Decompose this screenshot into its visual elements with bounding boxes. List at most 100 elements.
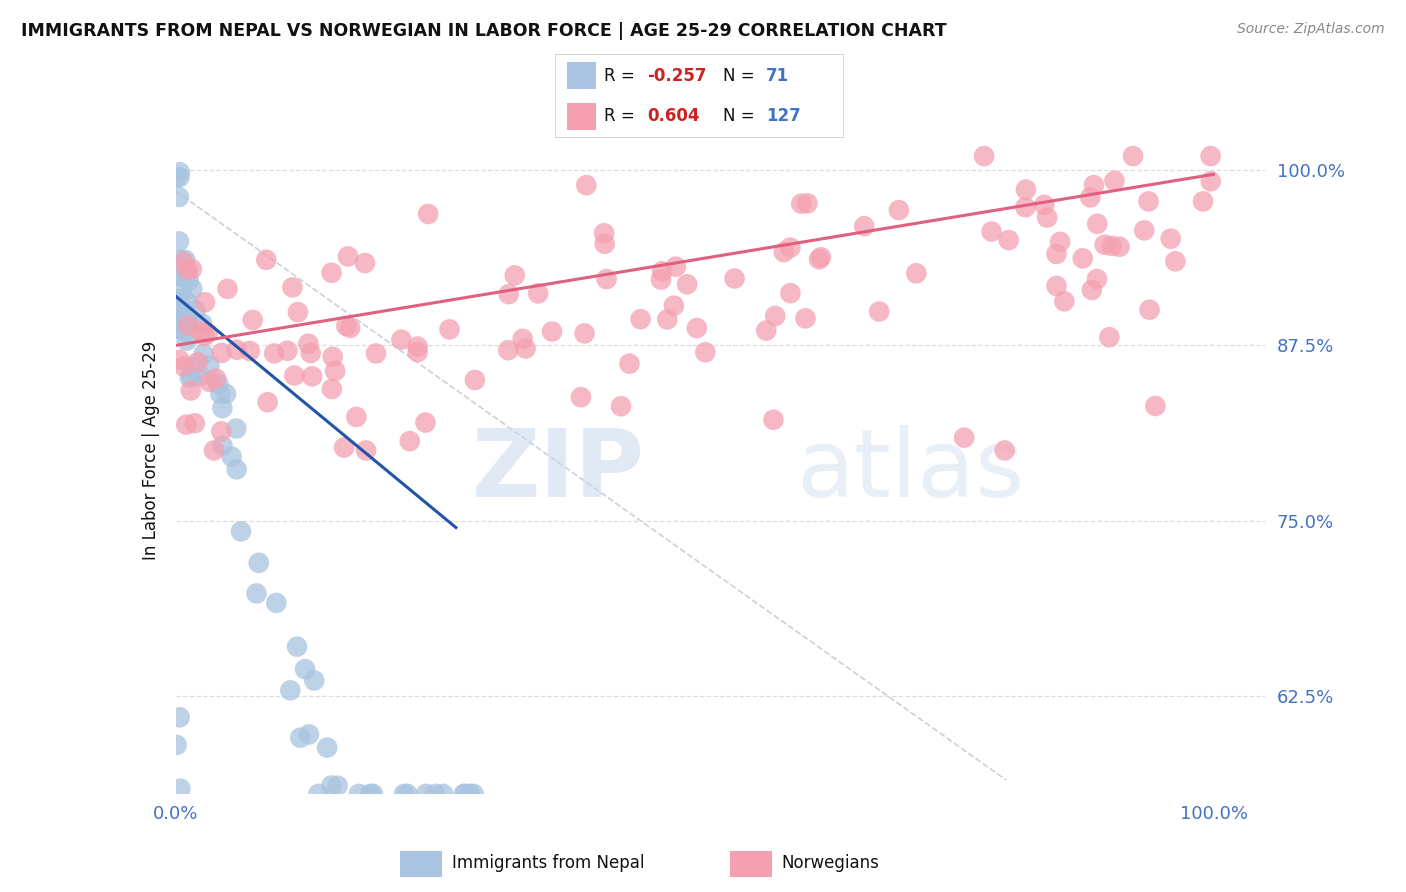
Point (389, 333, 412, 347)
Point (181, 359, 204, 374)
FancyBboxPatch shape (567, 62, 596, 89)
Point (676, 277, 699, 292)
Point (1085, 272, 1108, 286)
Point (1122, 149, 1144, 163)
Point (304, 673, 326, 688)
Point (202, 443, 225, 458)
Point (174, 253, 197, 268)
Point (512, 332, 534, 346)
Point (229, 524, 252, 539)
Point (344, 409, 367, 424)
Point (266, 596, 288, 610)
Point (225, 462, 247, 476)
Point (463, 787, 485, 801)
Point (316, 740, 339, 755)
Point (574, 326, 596, 341)
Point (755, 324, 778, 338)
Point (285, 640, 308, 654)
Point (167, 322, 190, 336)
Point (169, 170, 191, 185)
Point (527, 286, 550, 301)
Point (406, 345, 429, 359)
Point (307, 787, 329, 801)
Point (169, 352, 191, 367)
Point (1137, 194, 1160, 209)
Point (166, 738, 188, 752)
Point (853, 219, 876, 234)
Point (425, 787, 447, 801)
Point (166, 292, 188, 306)
Point (198, 375, 221, 389)
Point (167, 235, 190, 249)
Point (453, 787, 475, 801)
Point (575, 178, 598, 193)
Text: ZIP: ZIP (471, 425, 644, 517)
Point (762, 413, 785, 427)
Point (169, 252, 191, 267)
Point (321, 266, 343, 280)
Point (398, 434, 420, 449)
Point (211, 346, 233, 360)
Point (179, 370, 201, 384)
Text: Norwegians: Norwegians (782, 854, 880, 872)
Point (1101, 239, 1123, 253)
Point (321, 382, 343, 396)
Point (169, 781, 191, 796)
Point (997, 233, 1019, 247)
Point (1015, 183, 1038, 197)
Point (1164, 254, 1187, 268)
Point (207, 376, 229, 391)
FancyBboxPatch shape (555, 54, 844, 138)
Point (651, 264, 673, 278)
Point (354, 443, 377, 458)
FancyBboxPatch shape (730, 851, 772, 877)
Point (657, 312, 679, 326)
Point (283, 368, 305, 383)
Point (796, 196, 818, 211)
Point (194, 295, 217, 310)
Point (1104, 174, 1126, 188)
Point (290, 731, 312, 745)
Point (322, 350, 344, 364)
Point (1045, 279, 1067, 293)
Point (180, 384, 202, 398)
Point (254, 252, 277, 267)
Point (953, 431, 976, 445)
Point (167, 293, 190, 307)
Point (335, 318, 357, 333)
Point (281, 280, 304, 294)
Point (1036, 211, 1059, 225)
Point (810, 250, 832, 264)
Text: 71: 71 (766, 67, 789, 85)
Point (193, 347, 215, 361)
Point (198, 359, 221, 373)
Point (184, 416, 207, 430)
Point (498, 287, 520, 301)
Point (187, 355, 209, 369)
Point (994, 443, 1017, 458)
Point (1049, 235, 1071, 249)
Point (190, 368, 212, 383)
Point (177, 273, 200, 287)
Point (190, 324, 212, 338)
Point (337, 250, 360, 264)
Point (172, 310, 194, 324)
Text: R =: R = (605, 107, 640, 125)
Point (1160, 232, 1182, 246)
Point (595, 272, 617, 286)
Point (415, 787, 437, 801)
Point (167, 190, 190, 204)
Point (593, 227, 616, 241)
Point (326, 779, 349, 793)
Point (905, 266, 928, 280)
Point (169, 165, 191, 179)
Point (339, 321, 361, 335)
Point (1098, 330, 1121, 344)
Text: R =: R = (605, 67, 640, 85)
Point (1078, 190, 1101, 204)
Point (1014, 200, 1036, 214)
Point (299, 346, 322, 360)
Point (1081, 283, 1104, 297)
Text: Source: ZipAtlas.com: Source: ZipAtlas.com (1237, 22, 1385, 37)
Point (176, 315, 198, 329)
